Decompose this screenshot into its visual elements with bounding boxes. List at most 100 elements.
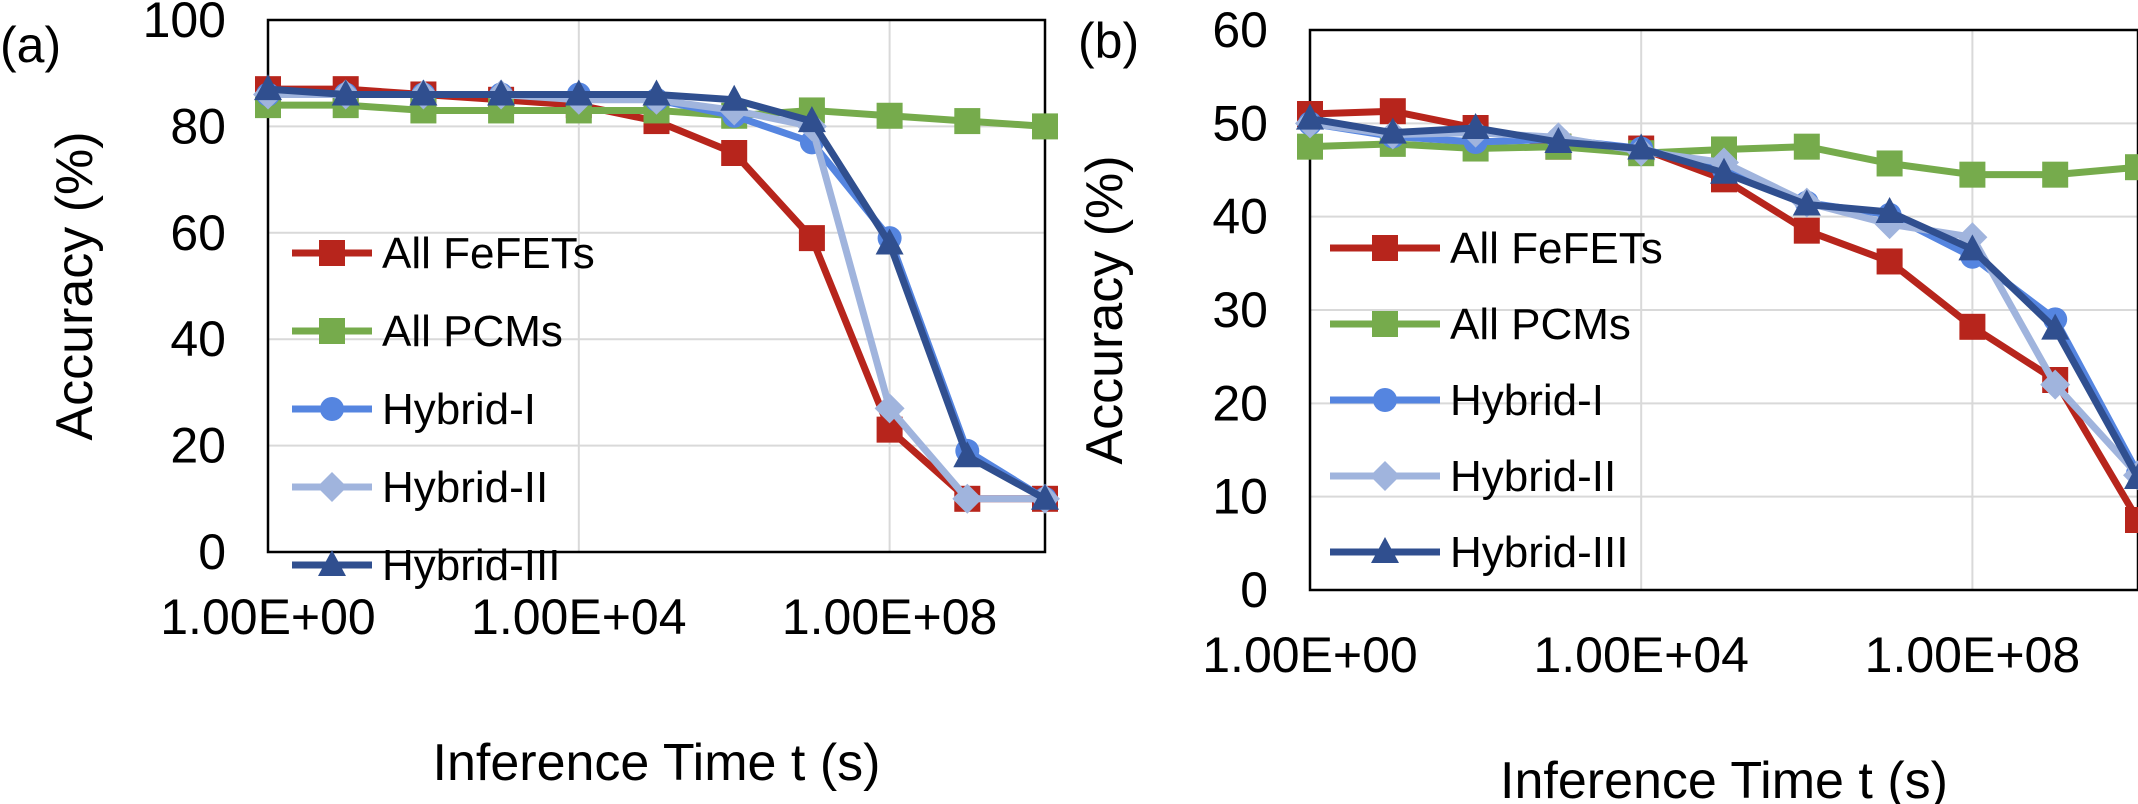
x-tick-label: 1.00E+04	[1533, 627, 1748, 683]
legend-swatch-marker	[1372, 235, 1398, 261]
data-point	[564, 79, 593, 106]
panel-b: (b) 0 10 20 30 40 50 60 1.00E+00 1.00E+04 1.00E+08…	[1076, 2, 2138, 804]
y-tick-label: 10	[1212, 469, 1268, 525]
legend-label: Hybrid-III	[1450, 528, 1628, 577]
panel-label: (a)	[0, 17, 61, 73]
panel-a: (a) 0 20 40 60 80 100 1.00E+00 1.00E+04 1.00E+08 I…	[0, 0, 1060, 792]
legend-swatch-marker	[318, 550, 346, 576]
y-tick-label: 60	[170, 205, 226, 261]
legend-item: Hybrid-III	[292, 541, 560, 590]
data-point	[720, 84, 749, 111]
legend-swatch-marker	[320, 397, 344, 421]
legend-item: All FeFETs	[1330, 224, 1663, 273]
data-point	[2040, 369, 2071, 400]
legend-swatch-marker	[1370, 461, 1400, 491]
legend-swatch-marker	[1372, 311, 1398, 337]
data-point	[2041, 313, 2070, 340]
data-point	[1959, 161, 1986, 188]
series-hybrid-iii	[254, 74, 1059, 510]
legend-item: Hybrid-I	[1330, 376, 1604, 425]
data-point	[1378, 117, 1407, 144]
legend-item: Hybrid-II	[292, 463, 548, 512]
legend-label: Hybrid-II	[382, 463, 548, 512]
series-hybrid-ii	[1295, 108, 2138, 491]
y-tick-label: 60	[1212, 2, 1268, 58]
data-point	[798, 225, 825, 252]
x-axis-title: Inference Time t (s)	[433, 734, 881, 792]
data-point	[487, 79, 516, 106]
data-point	[1959, 313, 1986, 340]
y-tick-label: 30	[1212, 282, 1268, 338]
series-line	[268, 90, 1045, 503]
data-point	[642, 79, 671, 106]
data-point	[1627, 133, 1656, 160]
y-tick-label: 40	[1212, 189, 1268, 245]
data-point	[409, 79, 438, 106]
x-tick-label: 1.00E+04	[471, 589, 686, 645]
plot-area	[266, 18, 1047, 554]
data-point	[1031, 483, 1059, 510]
y-tick-label: 50	[1212, 95, 1268, 151]
legend-label: All FeFETs	[1450, 224, 1663, 273]
data-point	[2124, 463, 2138, 489]
y-tick-label: 20	[170, 418, 226, 474]
y-tick-label: 80	[170, 98, 226, 154]
data-point	[1710, 157, 1738, 184]
data-point	[2042, 161, 2069, 188]
data-point	[1875, 197, 1904, 223]
legend-swatch-marker	[317, 472, 347, 502]
legend-label: Hybrid-I	[382, 385, 536, 434]
legend-item: All PCMs	[1330, 300, 1631, 349]
data-point	[954, 108, 981, 135]
series-line	[268, 90, 1047, 502]
legend-swatch-marker	[319, 318, 345, 344]
y-tick-label: 40	[170, 311, 226, 367]
data-point	[1876, 248, 1903, 275]
data-point	[1032, 113, 1058, 140]
x-tick-label: 1.00E+00	[160, 589, 375, 645]
data-point	[1793, 217, 1820, 244]
y-tick-label: 0	[1240, 562, 1268, 618]
data-point	[1876, 150, 1903, 177]
data-point	[331, 79, 360, 106]
data-point	[1296, 103, 1324, 130]
panel-label: (b)	[1078, 13, 1139, 69]
y-tick-label: 0	[198, 524, 226, 580]
legend: All FeFETs All PCMs Hybrid-I Hybrid-II Hybri…	[292, 229, 595, 590]
series-line	[268, 85, 1045, 503]
data-point	[953, 441, 982, 468]
y-axis-title: Accuracy (%)	[46, 131, 104, 440]
data-point	[1544, 127, 1573, 153]
data-point	[2125, 507, 2138, 533]
data-point	[1792, 189, 1821, 216]
data-point	[875, 228, 904, 255]
legend-item: All FeFETs	[292, 229, 595, 278]
x-tick-label: 1.00E+08	[782, 589, 997, 645]
data-point	[1793, 133, 1820, 160]
legend-item: Hybrid-II	[1330, 452, 1616, 501]
legend-item: Hybrid-I	[292, 385, 536, 434]
legend: All FeFETs All PCMs Hybrid-I Hybrid-II Hybri…	[1330, 224, 1663, 577]
plot-area	[1308, 28, 2138, 592]
series-line	[267, 85, 1047, 502]
data-point	[254, 74, 282, 101]
y-axis-title: Accuracy (%)	[1076, 155, 1134, 464]
data-point	[876, 102, 903, 129]
legend-label: Hybrid-III	[382, 541, 560, 590]
legend-label: All PCMs	[382, 307, 563, 356]
data-point	[1461, 113, 1490, 139]
data-point	[797, 106, 826, 133]
legend-swatch-marker	[1371, 537, 1399, 563]
legend-label: All PCMs	[1450, 300, 1631, 349]
data-point	[2125, 154, 2138, 181]
data-point	[721, 140, 748, 166]
series-hybrid-iii	[1296, 103, 2138, 489]
y-tick-label: 100	[143, 0, 226, 48]
series-hybrid-ii	[253, 79, 1060, 514]
data-point	[1958, 234, 1987, 261]
legend-item: Hybrid-III	[1330, 528, 1628, 577]
data-point	[874, 393, 905, 424]
y-tick-label: 20	[1212, 375, 1268, 431]
x-tick-label: 1.00E+08	[1865, 627, 2080, 683]
